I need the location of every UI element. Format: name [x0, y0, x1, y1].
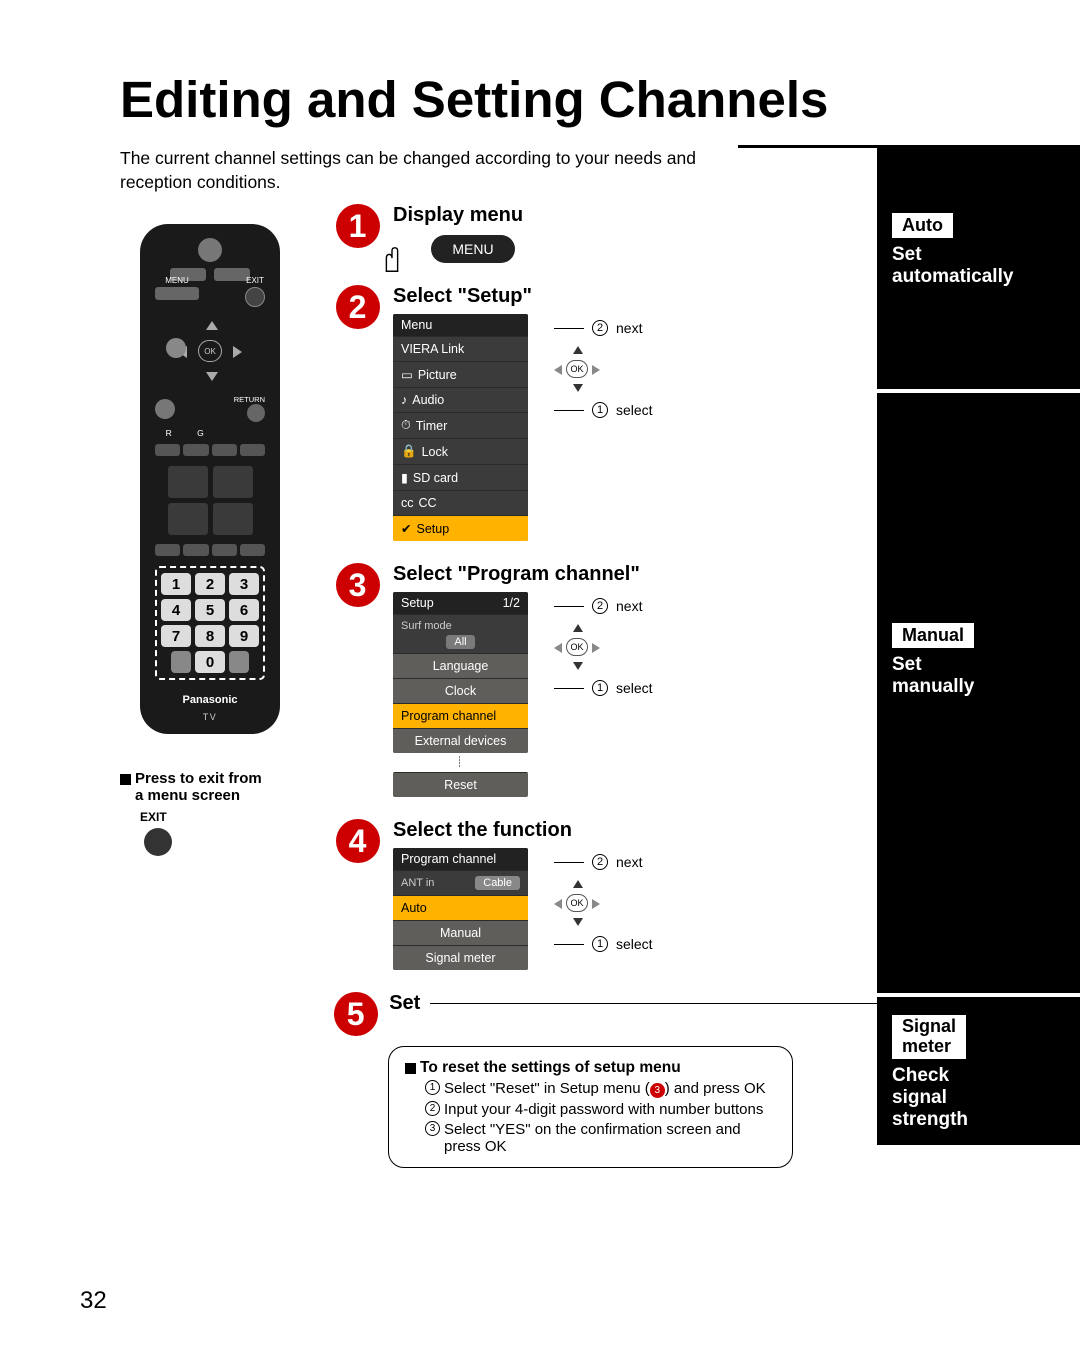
program-manual: Manual — [393, 920, 528, 945]
step-number-3: 3 — [336, 563, 380, 607]
remote-control-diagram: MENU EXIT OK RET — [140, 224, 280, 734]
program-auto: Auto — [393, 895, 528, 920]
guide-next: next — [616, 320, 642, 336]
page-number: 32 — [80, 1287, 107, 1315]
step-number-1: 1 — [336, 204, 380, 248]
remote-key-6: 6 — [229, 599, 259, 621]
auto-text2: automatically — [892, 266, 1068, 288]
remote-key-9: 9 — [229, 625, 259, 647]
manual-text2: manually — [892, 676, 1068, 698]
remote-key-4: 4 — [161, 599, 191, 621]
check-text3: strength — [892, 1109, 1068, 1131]
remote-key-5: 5 — [195, 599, 225, 621]
reset-title: To reset the settings of setup menu — [420, 1059, 681, 1076]
remote-return-label: RETURN — [234, 395, 265, 404]
step3-title: Select "Program channel" — [393, 563, 653, 586]
remote-tv-label: TV — [203, 712, 218, 722]
top-divider — [738, 145, 878, 148]
auto-text1: Set — [892, 244, 1068, 266]
guide-select-4: select — [616, 936, 653, 952]
program-osd-panel: Program channel ANT in Cable Auto Manual… — [393, 848, 528, 970]
program-signal: Signal meter — [393, 945, 528, 970]
guide-next-4: next — [616, 854, 642, 870]
remote-key-2: 2 — [195, 573, 225, 595]
menu-item-vieralink: VIERA Link — [401, 342, 464, 356]
remote-key-1: 1 — [161, 573, 191, 595]
setup-osd-head: Setup — [401, 596, 434, 610]
step-number-4: 4 — [336, 819, 380, 863]
program-ant-value: Cable — [475, 876, 520, 890]
menu-item-sdcard: SD card — [413, 471, 458, 485]
page-title: Editing and Setting Channels — [120, 70, 1080, 129]
signal-label2: meter — [902, 1036, 951, 1056]
reset-line1b: ) and press OK — [665, 1080, 766, 1097]
check-text2: signal — [892, 1087, 1068, 1109]
nav-guide-step2: 2 next OK 1 select — [554, 314, 653, 418]
remote-ok-button: OK — [198, 340, 222, 362]
menu-item-timer: Timer — [416, 419, 447, 433]
step-number-5: 5 — [334, 992, 378, 1036]
menu-button: MENU — [431, 235, 515, 263]
remote-exit-label: EXIT — [246, 276, 264, 285]
auto-label: Auto — [892, 213, 953, 238]
finger-icon — [377, 245, 407, 275]
guide-select: select — [616, 402, 653, 418]
remote-menu-label: MENU — [165, 276, 189, 285]
step1-title: Display menu — [393, 204, 523, 227]
exit-tip-line2: a menu screen — [135, 787, 240, 804]
remote-key-8: 8 — [195, 625, 225, 647]
exit-tip-label: EXIT — [140, 810, 300, 824]
exit-tip: Press to exit from a menu screen EXIT — [120, 770, 300, 856]
intro-text: The current channel settings can be chan… — [120, 147, 740, 194]
step-number-2: 2 — [336, 285, 380, 329]
step2-title: Select "Setup" — [393, 285, 653, 308]
remote-key-7: 7 — [161, 625, 191, 647]
menu-item-audio: Audio — [412, 393, 444, 407]
nav-guide-step3: 2 next OK 1 select — [554, 592, 653, 696]
menu-item-picture: Picture — [418, 368, 457, 382]
reset-line1a: Select "Reset" in Setup menu ( — [444, 1080, 650, 1097]
signal-label1: Signal — [902, 1016, 956, 1036]
remote-g-label: G — [197, 428, 204, 438]
check-text1: Check — [892, 1065, 1068, 1087]
menu-osd-head: Menu — [401, 318, 432, 332]
exit-button-icon — [144, 828, 172, 856]
step4-title: Select the function — [393, 819, 653, 842]
step5-title: Set — [389, 992, 420, 1015]
exit-tip-line1: Press to exit from — [135, 770, 262, 787]
reset-line2: Input your 4-digit password with number … — [444, 1101, 763, 1118]
setup-language: Language — [393, 653, 528, 678]
manual-label: Manual — [892, 623, 974, 648]
remote-key-3: 3 — [229, 573, 259, 595]
menu-item-setup: Setup — [416, 522, 449, 536]
program-ant-label: ANT in — [401, 877, 434, 889]
remote-key-0: 0 — [195, 651, 225, 673]
remote-brand: Panasonic — [182, 694, 237, 706]
menu-item-cc: CC — [419, 496, 437, 510]
program-osd-head: Program channel — [401, 852, 496, 866]
setup-osd-panel: Setup 1/2 Surf mode All Language Clock P… — [393, 592, 528, 753]
nav-guide-step4: 2 next OK 1 select — [554, 848, 653, 952]
setup-external: External devices — [393, 728, 528, 753]
setup-surfmode-label: Surf mode — [401, 620, 520, 632]
setup-reset: Reset — [393, 772, 528, 797]
guide-select-3: select — [616, 680, 653, 696]
menu-osd-panel: Menu VIERA Link ▭Picture ♪Audio ⏱Timer 🔒… — [393, 314, 528, 541]
reset-instructions: To reset the settings of setup menu 1Sel… — [388, 1046, 793, 1168]
right-function-column: Auto Set automatically Manual Set manual… — [877, 145, 1080, 1145]
setup-clock: Clock — [393, 678, 528, 703]
menu-item-lock: Lock — [422, 445, 448, 459]
guide-next-3: next — [616, 598, 642, 614]
manual-text1: Set — [892, 654, 1068, 676]
reset-line3: Select "YES" on the confirmation screen … — [444, 1121, 776, 1155]
remote-r-label: R — [166, 428, 172, 438]
setup-surfmode-value: All — [446, 635, 474, 649]
setup-osd-page: 1/2 — [503, 596, 520, 610]
setup-program-channel: Program channel — [393, 703, 528, 728]
